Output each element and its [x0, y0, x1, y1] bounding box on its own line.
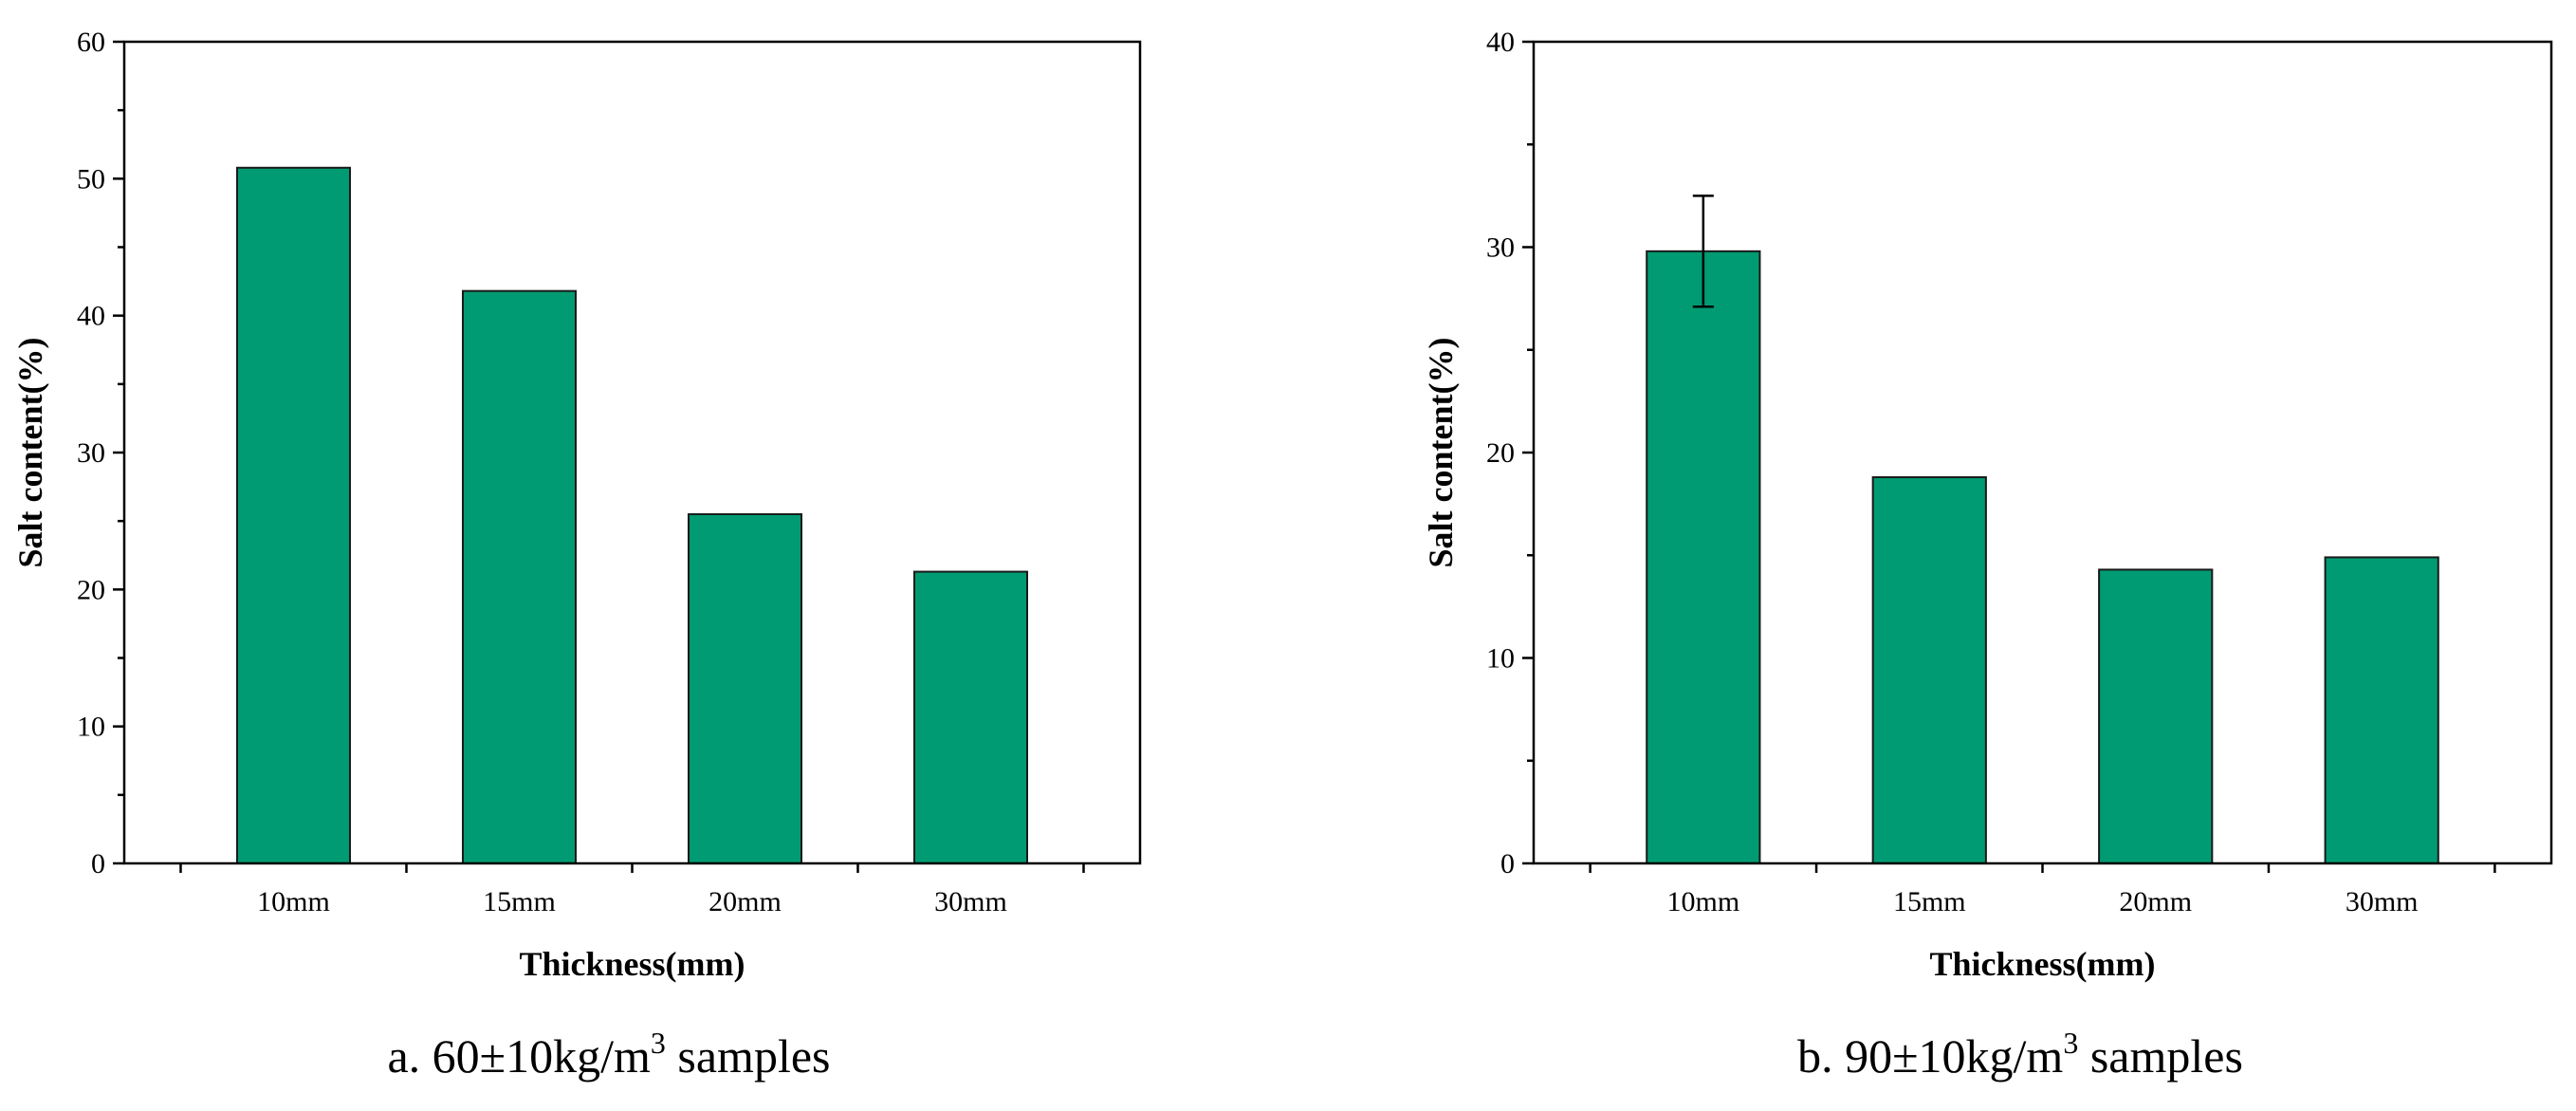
chart-b-caption: b. 90±10kg/m3 samples: [1797, 1026, 2243, 1083]
chart-a-y-tick-label: 50: [77, 163, 105, 194]
chart-b-y-tick-label: 10: [1486, 643, 1515, 675]
chart-b-x-tick-label-10mm: 10mm: [1666, 886, 1739, 917]
chart-b-bar-15mm: [1871, 475, 1987, 864]
chart-b-x-tick-label-15mm: 15mm: [1893, 886, 1966, 917]
chart-a-y-axis-title: Salt content(%): [11, 338, 49, 568]
chart-a-x-tick-label-30mm: 30mm: [934, 886, 1007, 917]
chart-a-y-tick-label: 0: [91, 848, 105, 880]
chart-b: 0 10 20 30 40 10mm 15mm 20mm 30mm Thickness(mm) Sa…: [1422, 27, 2553, 1083]
chart-a-y-tick-label: 60: [77, 27, 105, 58]
chart-a-x-tick-label-20mm: 20mm: [708, 886, 782, 917]
chart-a-x-tick-label-10mm: 10mm: [257, 886, 330, 917]
chart-b-y-axis-title: Salt content(%): [1422, 338, 1460, 568]
chart-a-y-tick-label: 30: [77, 437, 105, 469]
chart-a-bar-20mm: [688, 512, 802, 864]
chart-a-caption: a. 60±10kg/m3 samples: [387, 1026, 830, 1083]
chart-b-bar-30mm: [2324, 556, 2439, 864]
chart-b-y-tick-label: 40: [1486, 27, 1515, 58]
chart-b-y-tick-label: 30: [1486, 232, 1515, 264]
chart-b-x-tick-label-30mm: 30mm: [2346, 886, 2419, 917]
chart-b-x-tick-label-20mm: 20mm: [2119, 886, 2192, 917]
chart-a-bar-15mm: [462, 289, 577, 865]
chart-b-error-bar-10mm: [1692, 194, 1714, 308]
chart-a-y-tick-label: 20: [77, 574, 105, 605]
chart-b-y-tick-label: 0: [1500, 848, 1515, 880]
chart-a-y-tick-label: 40: [77, 301, 105, 332]
chart-a: 0 10 20 30 40 50 60 10mm 15mm 20mm 30mm Thickness(m…: [11, 27, 1142, 1083]
chart-a-bar-30mm: [913, 570, 1028, 864]
chart-b-y-tick-label: 20: [1486, 437, 1515, 469]
chart-b-bar-20mm: [2098, 568, 2214, 865]
chart-a-y-tick-label: 10: [77, 712, 105, 743]
chart-b-x-axis-title: Thickness(mm): [1929, 945, 2155, 983]
chart-a-x-tick-label-15mm: 15mm: [483, 886, 556, 917]
chart-a-bar-10mm: [236, 166, 351, 864]
chart-b-bar-10mm: [1646, 250, 1761, 864]
chart-a-x-axis-title: Thickness(mm): [519, 945, 745, 983]
